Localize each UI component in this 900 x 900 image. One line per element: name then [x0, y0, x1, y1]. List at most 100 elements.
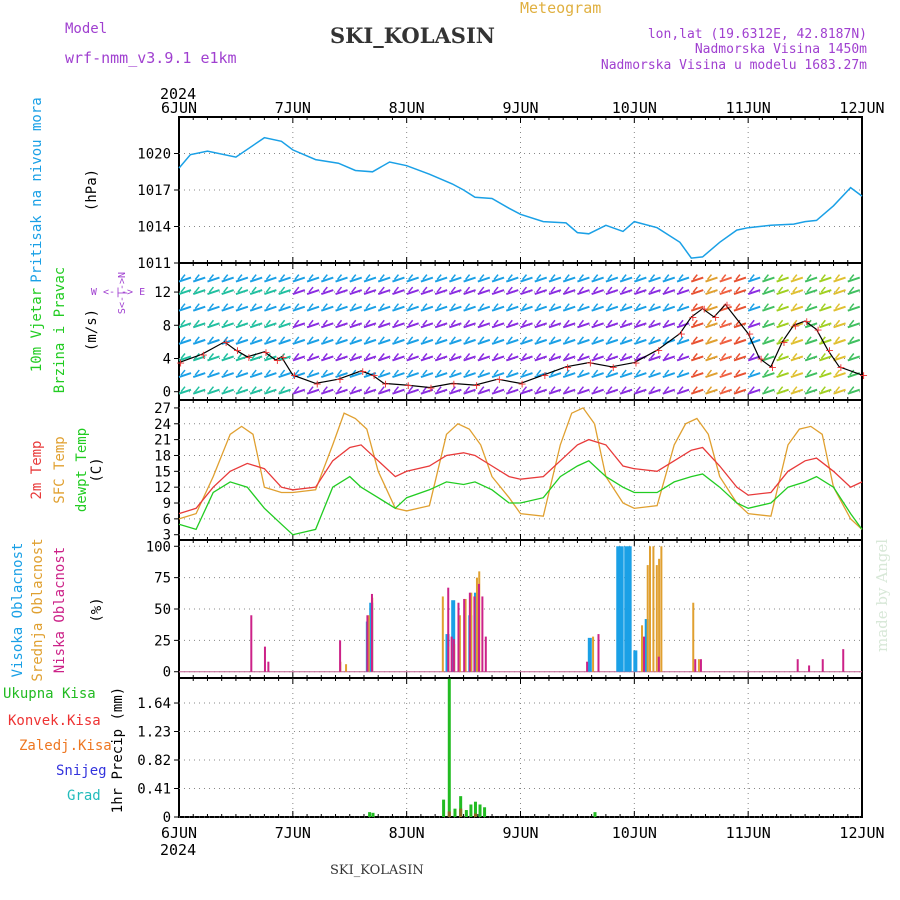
pressure-ytick-label: 1011: [137, 256, 171, 272]
wind-barb: [377, 355, 391, 362]
wind-barb: [349, 276, 363, 283]
wind-barb: [477, 372, 491, 379]
wind-barb: [705, 305, 718, 312]
x-tick-label-top: 11JUN: [726, 99, 771, 117]
wind-barb: [664, 274, 670, 281]
wind-barb: [306, 322, 320, 329]
wind-barb: [648, 289, 661, 296]
wind-barb: [207, 322, 220, 329]
wind-barb: [221, 276, 235, 283]
wind-barb: [392, 322, 405, 329]
wind-barb: [849, 319, 855, 326]
low-cloud-bar: [586, 661, 589, 672]
wind-barb: [607, 303, 613, 310]
wind-barb: [649, 286, 656, 293]
precip-ytick-label: 0: [163, 810, 171, 826]
wind-barb: [749, 336, 755, 343]
wind-barb: [834, 319, 841, 326]
wind-barb: [578, 274, 585, 281]
wind-gust-marker: +: [313, 377, 322, 390]
wind-barb: [591, 355, 604, 362]
wind-barb: [619, 372, 633, 379]
wind-barb: [635, 319, 641, 326]
wind-barb: [678, 336, 684, 343]
wind-barb: [449, 372, 462, 379]
wind-barb: [294, 286, 300, 293]
wind-barb: [536, 336, 542, 343]
wind-barb: [790, 276, 804, 283]
wind-barb: [833, 372, 846, 379]
wind-barb: [719, 305, 733, 312]
wind-barb: [449, 355, 462, 362]
wind-barb: [505, 322, 519, 329]
wind-barb: [493, 274, 499, 281]
wind-barb: [363, 276, 377, 283]
wind-barb: [562, 355, 576, 362]
wind-barb: [507, 336, 513, 343]
wind-barb: [491, 355, 505, 362]
wind-gust-marker: +: [472, 379, 481, 392]
wind-barb: [491, 322, 505, 329]
wind-barb: [491, 388, 505, 395]
wind-barb: [237, 319, 243, 326]
wind-barb: [847, 388, 861, 395]
temperature-ytick-label: 6: [163, 512, 171, 528]
wind-barb: [406, 372, 419, 379]
wind-barb: [649, 274, 656, 281]
wind-barb: [422, 319, 428, 326]
wind-barb: [818, 276, 832, 283]
year-label-top: 2024: [160, 85, 196, 103]
wind-gust-marker: +: [825, 344, 834, 357]
wind-barb: [591, 372, 604, 379]
wind-barb: [393, 303, 400, 310]
wind-barb: [721, 319, 727, 326]
wind-barb: [818, 322, 832, 329]
wind-barb: [208, 303, 215, 310]
wind-gust-marker: +: [290, 369, 299, 382]
conv-precip-bar: [473, 813, 477, 817]
wind-barb: [818, 355, 832, 362]
wind-barb: [776, 322, 789, 329]
wind-barb: [265, 353, 271, 359]
cloud-ytick-label: 100: [146, 539, 171, 555]
wind-barb: [664, 319, 670, 326]
wind-barb: [719, 355, 733, 362]
wind-barb: [477, 305, 491, 312]
wind-barb: [393, 274, 400, 281]
lonlat-text: lon,lat (19.6312E, 42.8187N): [648, 27, 867, 42]
x-tick-label-top: 12JUN: [839, 99, 884, 117]
wind-barb: [235, 305, 249, 312]
wind-gust-marker: +: [176, 357, 185, 370]
wind-barb: [507, 369, 513, 376]
wind-barb: [335, 322, 348, 329]
wind-barb: [264, 338, 277, 345]
wind-gust-marker: +: [757, 352, 766, 365]
wind-barb: [706, 303, 713, 310]
wind-barb: [834, 286, 841, 293]
wind-barb: [763, 303, 769, 310]
wind-barb: [634, 305, 647, 312]
wind-barb: [294, 336, 300, 343]
wind-barb: [806, 319, 812, 326]
wind-barb: [562, 322, 576, 329]
wind-barb: [550, 336, 556, 343]
wind-barb: [621, 353, 627, 359]
wind-barb: [235, 388, 249, 395]
wind-barb: [223, 286, 229, 293]
wind-barb: [678, 286, 684, 293]
high-cloud-bar: [587, 637, 592, 672]
wind-barb: [790, 289, 804, 296]
wind-barb: [392, 372, 405, 379]
wind-gust-marker: +: [779, 336, 788, 349]
wind-barb: [692, 303, 698, 310]
temp2m-line: [178, 438, 863, 515]
wind-barb: [806, 274, 812, 281]
wind-gust-marker: +: [711, 311, 720, 324]
wind-gust-marker: +: [426, 382, 435, 395]
wind-barb: [806, 336, 812, 343]
wind-barb: [335, 305, 348, 312]
high-cloud-bar: [451, 600, 456, 672]
wind-barb: [635, 303, 641, 310]
wind-barb: [548, 289, 562, 296]
wind-barb: [662, 388, 676, 395]
